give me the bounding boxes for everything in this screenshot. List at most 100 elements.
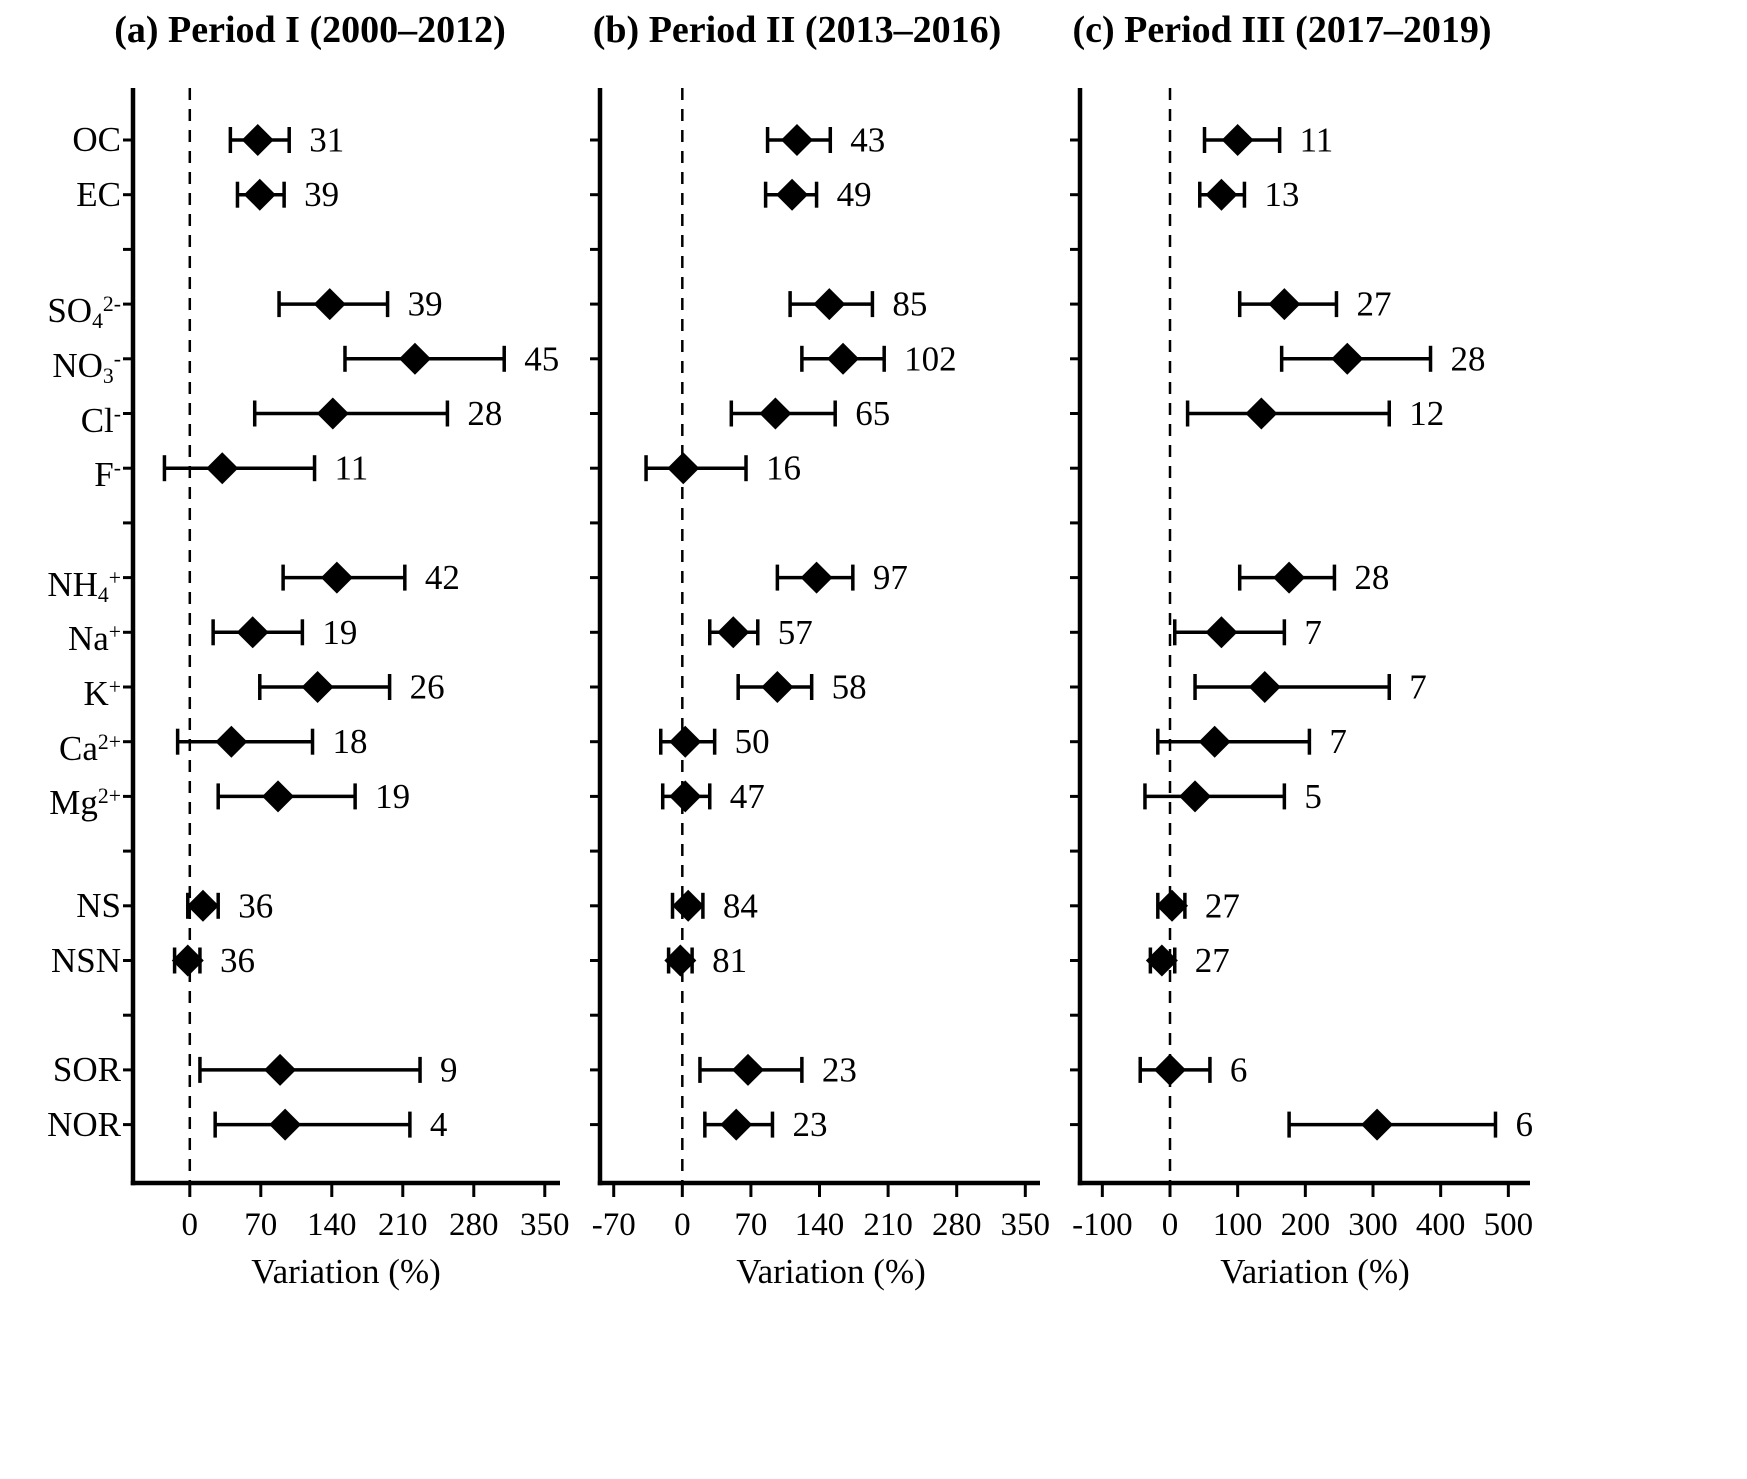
- count-label: 39: [408, 285, 443, 324]
- count-label: 57: [778, 613, 813, 652]
- count-label: 102: [904, 339, 957, 378]
- diamond-marker: [1221, 124, 1254, 156]
- x-axis-tick-label: 100: [1213, 1207, 1263, 1243]
- diamond-marker: [1245, 397, 1278, 430]
- diamond-marker: [264, 1053, 297, 1086]
- count-label: 43: [850, 121, 885, 160]
- diamond-marker: [301, 671, 334, 703]
- count-label: 49: [837, 175, 872, 214]
- count-label: 13: [1264, 175, 1299, 214]
- x-axis-tick-label: 0: [182, 1207, 199, 1243]
- count-label: 47: [730, 777, 765, 816]
- count-label: 58: [832, 668, 867, 707]
- x-axis-tick-label: -100: [1072, 1207, 1133, 1243]
- diamond-marker: [664, 944, 697, 977]
- diamond-marker: [720, 1108, 753, 1141]
- x-axis-tick-label: 70: [734, 1207, 767, 1243]
- diamond-marker: [667, 452, 700, 485]
- diamond-marker: [1198, 725, 1231, 758]
- diamond-marker: [171, 944, 204, 977]
- panel-a-title: (a) Period I (2000–2012): [114, 9, 506, 51]
- x-axis-title-b: Variation (%): [736, 1252, 926, 1291]
- x-axis-tick-label: -70: [592, 1207, 636, 1243]
- x-axis-tick-label: 200: [1281, 1207, 1331, 1243]
- diamond-marker: [269, 1108, 302, 1141]
- diamond-marker: [243, 178, 276, 211]
- count-label: 50: [735, 722, 770, 761]
- count-label: 81: [712, 941, 747, 980]
- panel-c-title: (c) Period III (2017–2019): [1072, 9, 1492, 51]
- count-label: 27: [1195, 941, 1230, 980]
- x-axis-tick-label: 300: [1348, 1207, 1398, 1243]
- diamond-marker: [761, 671, 794, 703]
- count-label: 39: [304, 175, 339, 214]
- count-label: 12: [1409, 394, 1444, 433]
- count-label: 7: [1329, 722, 1347, 761]
- count-label: 26: [410, 668, 445, 707]
- diamond-marker: [241, 124, 274, 156]
- panel-b-plot: 43 49 85 102 65 16 97 57 58 50 47 84 81 23 23 -70 0 70 140…: [590, 88, 1050, 1243]
- count-label: 45: [524, 339, 559, 378]
- x-axis-tick-label: 280: [449, 1207, 499, 1243]
- x-axis-tick-label: 350: [1001, 1207, 1051, 1243]
- x-axis-tick-label: 210: [378, 1207, 428, 1243]
- x-axis-tick-label: 350: [520, 1207, 570, 1243]
- count-label: 9: [440, 1050, 458, 1089]
- diamond-marker: [1273, 561, 1306, 594]
- diamond-marker: [1205, 178, 1238, 211]
- diamond-marker: [672, 889, 705, 922]
- diamond-marker: [1205, 616, 1238, 649]
- count-label: 23: [792, 1105, 827, 1144]
- x-axis-title-c: Variation (%): [1220, 1252, 1410, 1291]
- x-axis-title-a: Variation (%): [251, 1252, 441, 1291]
- count-label: 28: [467, 394, 502, 433]
- count-label: 36: [238, 886, 273, 925]
- panel-b-title: (b) Period II (2013–2016): [592, 9, 1002, 51]
- diamond-marker: [1179, 780, 1212, 813]
- count-label: 19: [375, 777, 410, 816]
- diamond-marker: [262, 780, 295, 813]
- diamond-marker: [759, 397, 792, 430]
- diamond-marker: [1154, 1053, 1186, 1086]
- count-label: 23: [822, 1050, 857, 1089]
- count-label: 28: [1451, 339, 1486, 378]
- diamond-marker: [320, 561, 353, 594]
- diamond-marker: [717, 616, 750, 649]
- x-axis-tick-label: 400: [1416, 1207, 1466, 1243]
- diamond-marker: [780, 124, 813, 156]
- x-axis-tick-label: 280: [932, 1207, 982, 1243]
- count-label: 31: [309, 121, 344, 160]
- count-label: 6: [1515, 1105, 1533, 1144]
- x-axis-tick-label: 140: [795, 1207, 845, 1243]
- count-label: 6: [1230, 1050, 1248, 1089]
- diamond-marker: [398, 342, 431, 375]
- diamond-marker: [1331, 342, 1364, 375]
- count-label: 36: [220, 941, 255, 980]
- diamond-marker: [1361, 1108, 1394, 1141]
- diamond-marker: [731, 1053, 764, 1086]
- diamond-marker: [1248, 671, 1281, 703]
- count-label: 18: [333, 722, 368, 761]
- count-label: 4: [430, 1105, 448, 1144]
- count-label: 97: [873, 558, 908, 597]
- count-label: 7: [1409, 668, 1427, 707]
- x-axis-tick-label: 0: [1162, 1207, 1179, 1243]
- diamond-marker: [827, 342, 860, 375]
- diamond-marker: [1145, 944, 1178, 977]
- diamond-marker: [800, 561, 833, 594]
- count-label: 11: [335, 449, 369, 488]
- count-label: 16: [766, 449, 801, 488]
- count-label: 5: [1304, 777, 1322, 816]
- diamond-marker: [206, 452, 239, 485]
- diamond-marker: [1156, 889, 1189, 922]
- x-axis-tick-label: 500: [1484, 1207, 1534, 1243]
- count-label: 84: [723, 886, 758, 925]
- diamond-marker: [776, 178, 809, 211]
- diamond-marker: [813, 288, 846, 321]
- diamond-marker: [669, 780, 702, 813]
- diamond-marker: [669, 725, 702, 758]
- count-label: 11: [1300, 121, 1334, 160]
- count-label: 27: [1356, 285, 1391, 324]
